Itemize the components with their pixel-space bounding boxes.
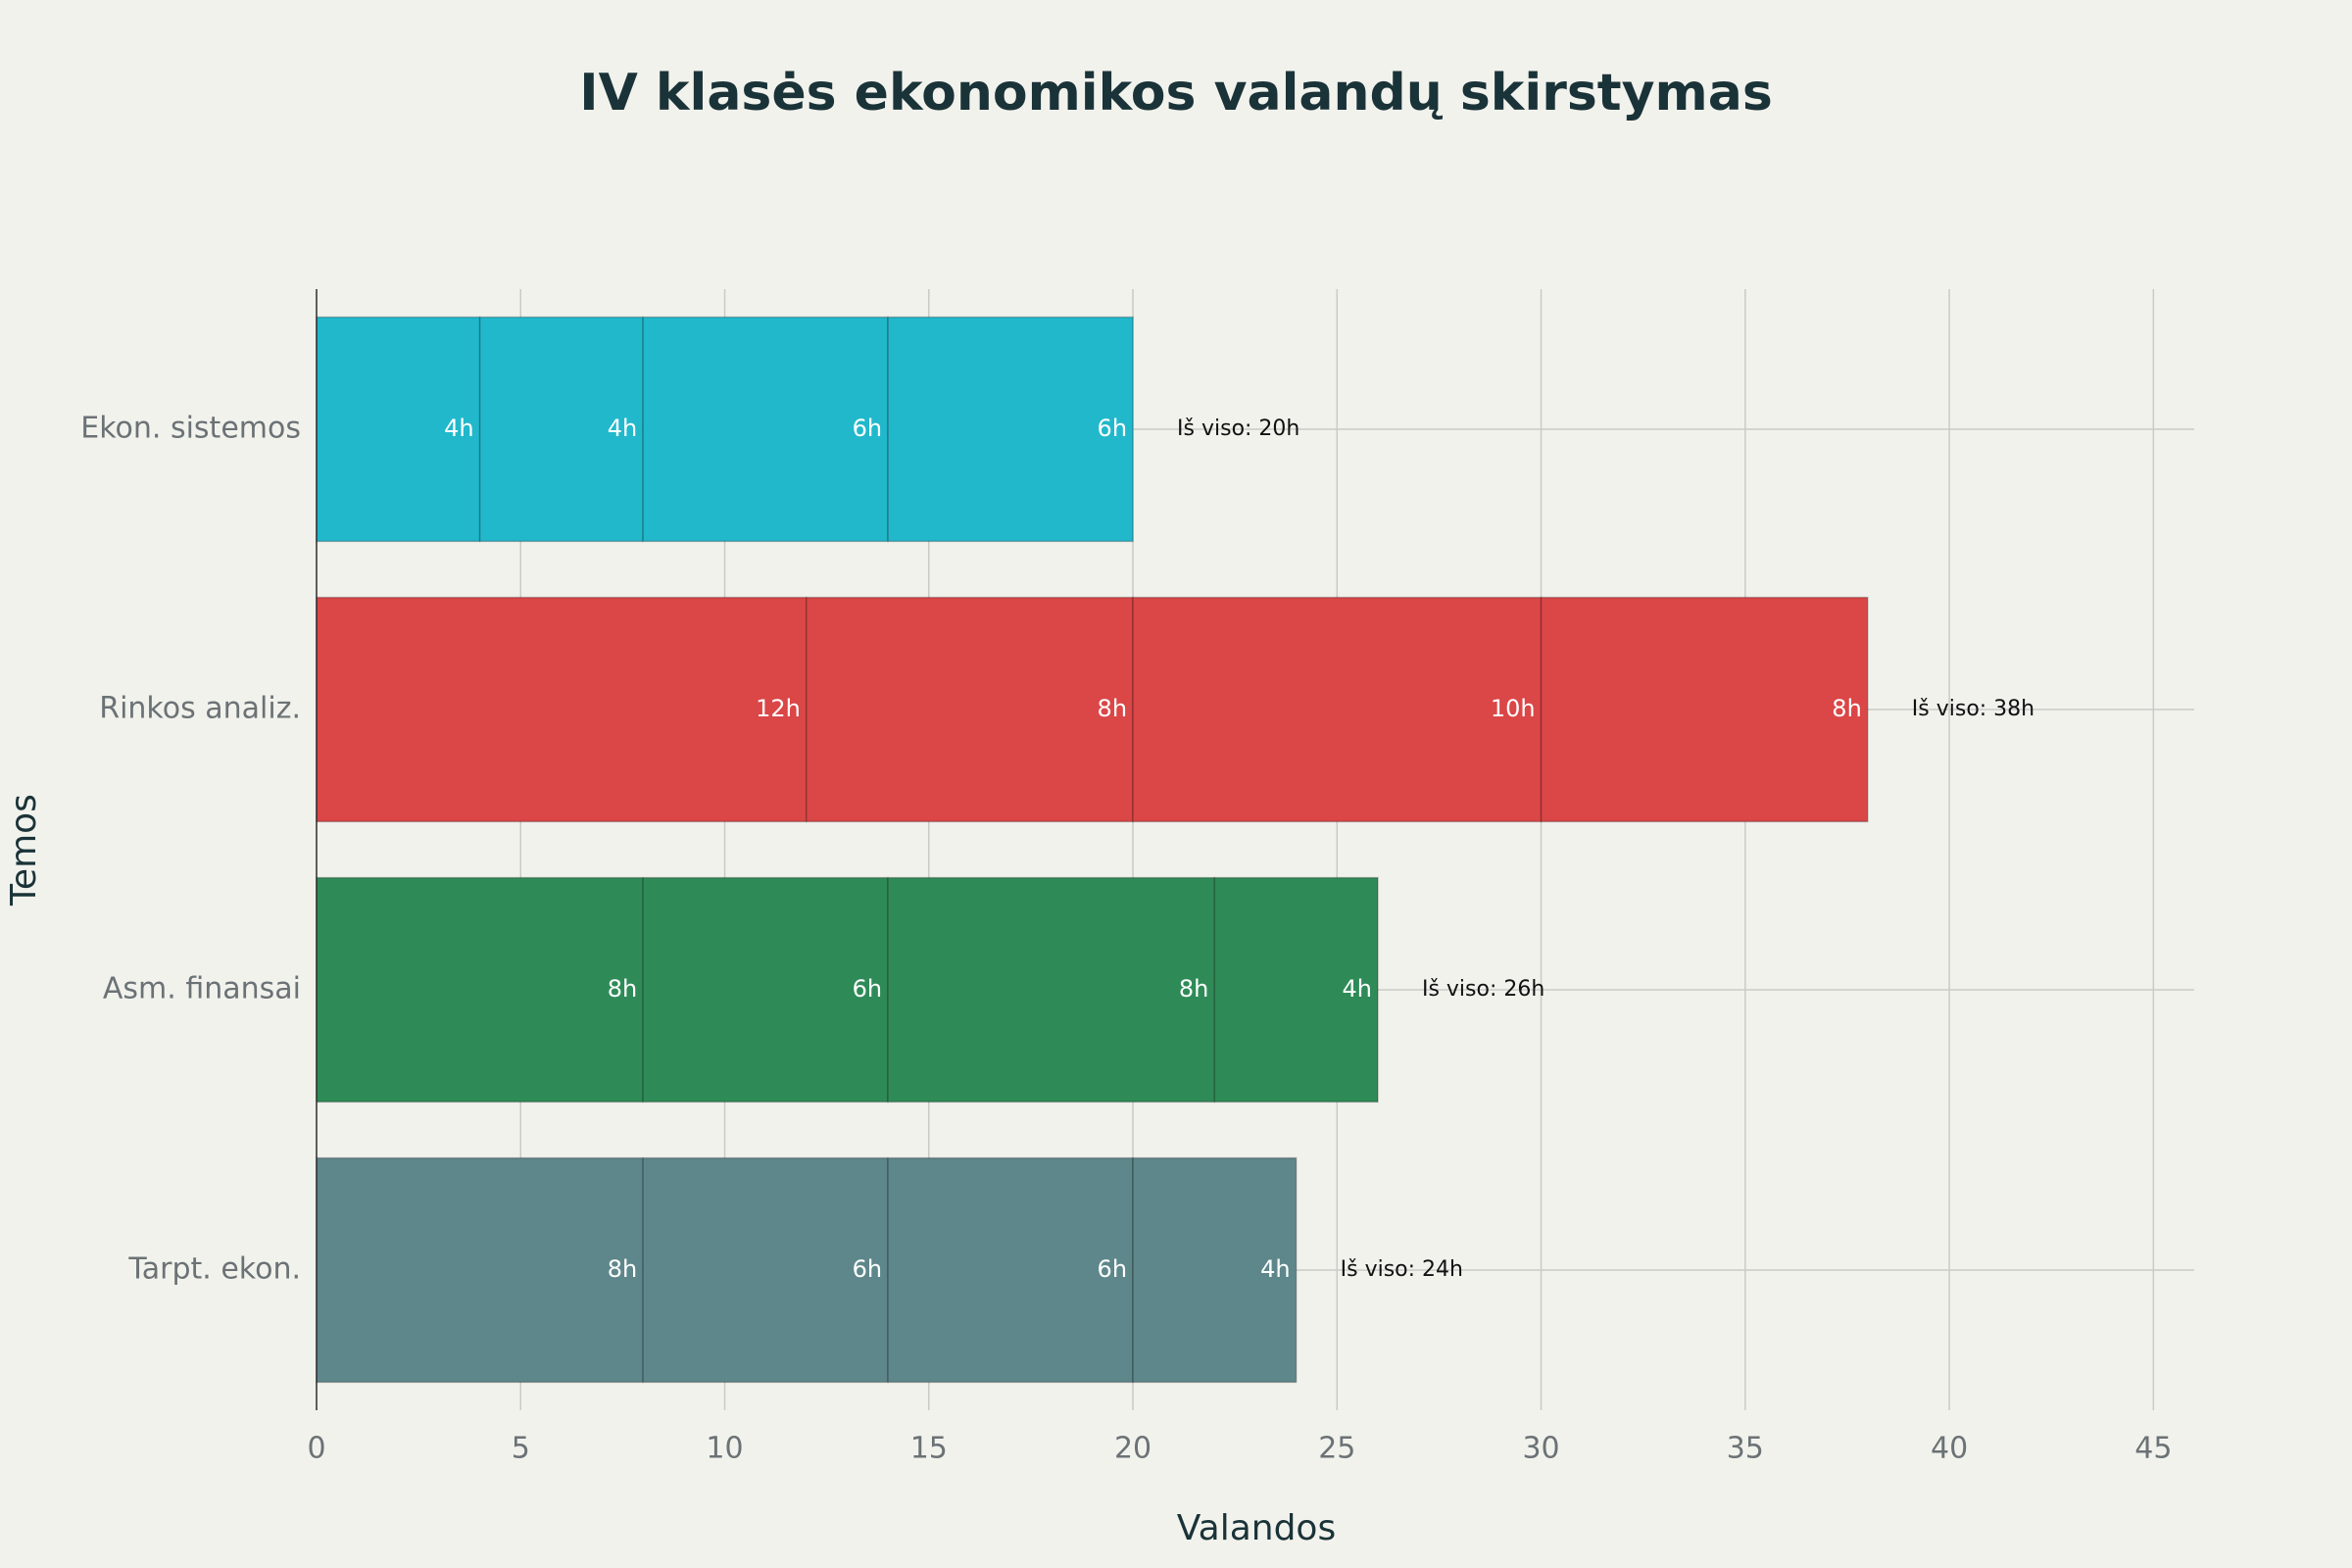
x-tick-label: 20 [1114,1432,1152,1466]
value-label: 8h [1832,695,1861,722]
y-tick-label: Tarpt. ekon. [127,1252,301,1287]
bar-segment [887,316,1134,543]
value-label: 6h [1098,415,1127,442]
bar-segment [806,596,1134,823]
value-label: 12h [756,695,801,722]
bar-segment [316,1156,644,1384]
total-label: Iš viso: 24h [1341,1257,1463,1282]
bar-segment [1132,596,1543,823]
bar-segment [1132,1156,1298,1384]
value-label: 8h [608,1255,637,1283]
value-label: 4h [444,415,473,442]
x-tick-label: 35 [1727,1432,1764,1466]
bar-segment [478,316,644,543]
total-label: Iš viso: 20h [1177,416,1299,441]
value-label: 6h [853,975,882,1003]
y-tick-label: Rinkos analiz. [99,692,301,726]
value-label: 4h [608,415,637,442]
value-label: 10h [1491,695,1536,722]
x-tick-label: 40 [1931,1432,1968,1466]
value-label: 4h [1342,975,1371,1003]
bar-segment [887,1156,1134,1384]
value-label: 6h [853,415,882,442]
bar-segment [887,876,1216,1103]
x-tick-label: 0 [307,1432,325,1466]
y-tick-label: Ekon. sistemos [80,412,301,446]
total-label: Iš viso: 26h [1422,977,1544,1002]
x-axis-title: Valandos [1177,1508,1336,1548]
bar-segment [316,596,808,823]
y-tick-label: Asm. finansai [103,972,301,1006]
bar-segment [316,876,644,1103]
bar-segment [1540,596,1869,823]
bar-segment [1213,876,1379,1103]
total-label: Iš viso: 38h [1912,697,2034,721]
value-label: 6h [1098,1255,1127,1283]
chart-title: IV klasės ekonomikos valandų skirstymas [579,64,1773,122]
value-label: 8h [608,975,637,1003]
x-tick-label: 45 [2134,1432,2172,1466]
x-tick-label: 30 [1522,1432,1559,1466]
value-label: 6h [853,1255,882,1283]
bar-segment [642,316,889,543]
x-tick-label: 5 [512,1432,530,1466]
x-tick-label: 15 [910,1432,948,1466]
bar-segment [316,316,481,543]
bar-segment [642,1156,889,1384]
bar-segment [642,876,889,1103]
y-axis-title: Temos [4,794,44,906]
value-label: 8h [1179,975,1208,1003]
x-tick-label: 25 [1318,1432,1355,1466]
value-label: 4h [1260,1255,1290,1283]
value-label: 8h [1098,695,1127,722]
x-tick-label: 10 [706,1432,743,1466]
